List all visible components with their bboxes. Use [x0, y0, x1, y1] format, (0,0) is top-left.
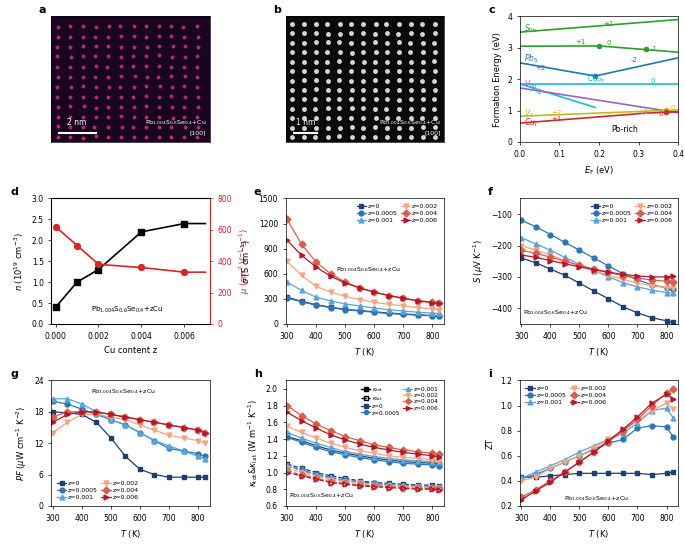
Text: Pb$_{1.004}$S$_{0.6}$Se$_{0.4}$+Cu: Pb$_{1.004}$S$_{0.6}$Se$_{0.4}$+Cu	[145, 118, 206, 127]
Y-axis label: $S$ ($\mu$V K$^{-1}$): $S$ ($\mu$V K$^{-1}$)	[471, 239, 486, 283]
Text: +1: +1	[638, 109, 649, 115]
Text: g: g	[10, 369, 18, 379]
Text: d: d	[10, 187, 18, 197]
X-axis label: Cu content z: Cu content z	[104, 346, 157, 355]
Text: 1 nm: 1 nm	[296, 118, 315, 127]
Text: Pb$_{1.004}$S$_{0.6}$Se$_{0.4}$+zCu: Pb$_{1.004}$S$_{0.6}$Se$_{0.4}$+zCu	[91, 304, 164, 315]
Text: 2 nm: 2 nm	[67, 118, 86, 127]
Legend: z=0, z=0.0005, z=0.001, z=0.002, z=0.004, z=0.006: z=0, z=0.0005, z=0.001, z=0.002, z=0.004…	[588, 201, 675, 226]
Point	[136, 228, 147, 236]
Point	[93, 265, 104, 274]
Text: b: b	[273, 4, 281, 15]
Point	[179, 219, 190, 228]
Y-axis label: ZT: ZT	[486, 438, 495, 449]
Text: h: h	[254, 369, 262, 379]
Text: $Cu_\mathrm{Pb}$: $Cu_\mathrm{Pb}$	[587, 73, 606, 85]
X-axis label: $T$ (K): $T$ (K)	[354, 346, 375, 358]
Text: f: f	[488, 187, 493, 197]
Y-axis label: Formation Energy (eV): Formation Energy (eV)	[493, 32, 502, 126]
Text: Pb$_{1.004}$S$_{0.6}$Se$_{0.4}$+zCu: Pb$_{1.004}$S$_{0.6}$Se$_{0.4}$+zCu	[336, 265, 401, 274]
Point	[136, 263, 147, 272]
Text: 0: 0	[651, 78, 655, 84]
Text: Pb$_{1.004}$S$_{0.6}$Se$_{0.4}$+zCu: Pb$_{1.004}$S$_{0.6}$Se$_{0.4}$+zCu	[564, 494, 629, 503]
Legend: z=0, z=0.0005, z=0.001, z=0.002, z=0.004, z=0.006: z=0, z=0.0005, z=0.001, z=0.002, z=0.004…	[523, 383, 610, 408]
Point	[93, 260, 104, 269]
Text: $Pb_\mathrm{S}$: $Pb_\mathrm{S}$	[524, 53, 538, 66]
Text: a: a	[39, 4, 46, 15]
Text: +1: +1	[551, 116, 562, 122]
Text: [100]: [100]	[424, 131, 440, 136]
Text: +2: +2	[551, 109, 562, 115]
Text: Pb$_{1.004}$S$_{0.6}$Se$_{0.4}$+zCu: Pb$_{1.004}$S$_{0.6}$Se$_{0.4}$+zCu	[289, 491, 353, 500]
Point	[71, 241, 82, 250]
Text: 0: 0	[658, 111, 663, 117]
Text: -2: -2	[536, 89, 543, 95]
Text: Pb$_{1.004}$S$_{0.6}$Se$_{0.4}$+Cu: Pb$_{1.004}$S$_{0.6}$Se$_{0.4}$+Cu	[379, 118, 440, 127]
Legend: z=0, z=0.0005, z=0.001, z=0.002, z=0.004, z=0.006: z=0, z=0.0005, z=0.001, z=0.002, z=0.004…	[354, 201, 440, 226]
Text: $V_\mathrm{S}$: $V_\mathrm{S}$	[524, 107, 534, 120]
X-axis label: $T$ (K): $T$ (K)	[354, 528, 375, 540]
Y-axis label: $PF$ ($\mu$W cm$^{-1}$ K$^{-2}$): $PF$ ($\mu$W cm$^{-1}$ K$^{-2}$)	[14, 405, 29, 481]
Y-axis label: $\sigma$ (S cm$^{-1}$): $\sigma$ (S cm$^{-1}$)	[240, 238, 253, 284]
Point	[71, 278, 82, 287]
X-axis label: $T$ (K): $T$ (K)	[588, 528, 610, 540]
Point	[50, 222, 61, 231]
Point	[179, 268, 190, 277]
Text: +2: +2	[536, 65, 546, 71]
Text: Pb$_{1.004}$S$_{0.6}$Se$_{0.4}$+zCu: Pb$_{1.004}$S$_{0.6}$Se$_{0.4}$+zCu	[91, 387, 155, 396]
Text: $V_\mathrm{Pb}$: $V_\mathrm{Pb}$	[524, 78, 538, 90]
Text: -1: -1	[651, 46, 658, 53]
Text: [100]: [100]	[190, 131, 206, 136]
Text: $S_\mathrm{Pb}$: $S_\mathrm{Pb}$	[524, 22, 537, 34]
Text: +1: +1	[603, 21, 613, 27]
Legend: $\kappa_\mathrm{tot}$, $\kappa_\mathrm{lat}$, z=0, z=0.0005, z=0.001, z=0.002, z: $\kappa_\mathrm{tot}$, $\kappa_\mathrm{l…	[359, 383, 441, 418]
Text: i: i	[488, 369, 492, 379]
Text: 0: 0	[670, 104, 675, 110]
Y-axis label: $\kappa_\mathrm{tot}$&$\kappa_\mathrm{lat}$ (W m$^{-1}$ K$^{-1}$): $\kappa_\mathrm{tot}$&$\kappa_\mathrm{la…	[247, 399, 260, 487]
Text: c: c	[488, 4, 495, 15]
Text: -2: -2	[631, 57, 638, 63]
Text: $Cu_\mathrm{i}$: $Cu_\mathrm{i}$	[524, 117, 537, 129]
Text: +1: +1	[575, 39, 586, 45]
X-axis label: $T$ (K): $T$ (K)	[120, 528, 141, 540]
Text: Pb$_{1.004}$S$_{0.6}$Se$_{0.4}$+zCu: Pb$_{1.004}$S$_{0.6}$Se$_{0.4}$+zCu	[523, 308, 588, 317]
X-axis label: $E_\mathrm{F}$ (eV): $E_\mathrm{F}$ (eV)	[584, 164, 614, 177]
Text: Pb-rich: Pb-rich	[612, 125, 638, 134]
X-axis label: $T$ (K): $T$ (K)	[588, 346, 610, 358]
Point	[50, 303, 61, 312]
Y-axis label: $n$ (10$^{19}$ cm$^{-3}$): $n$ (10$^{19}$ cm$^{-3}$)	[12, 232, 26, 290]
Text: 0: 0	[607, 40, 612, 46]
Text: e: e	[254, 187, 262, 197]
Y-axis label: $\mu$ (cm$^2$ V$^{-1}$ s$^{-1}$): $\mu$ (cm$^2$ V$^{-1}$ s$^{-1}$)	[238, 228, 252, 294]
Legend: z=0, z=0.0005, z=0.001, z=0.002, z=0.004, z=0.006: z=0, z=0.0005, z=0.001, z=0.002, z=0.004…	[55, 479, 141, 503]
